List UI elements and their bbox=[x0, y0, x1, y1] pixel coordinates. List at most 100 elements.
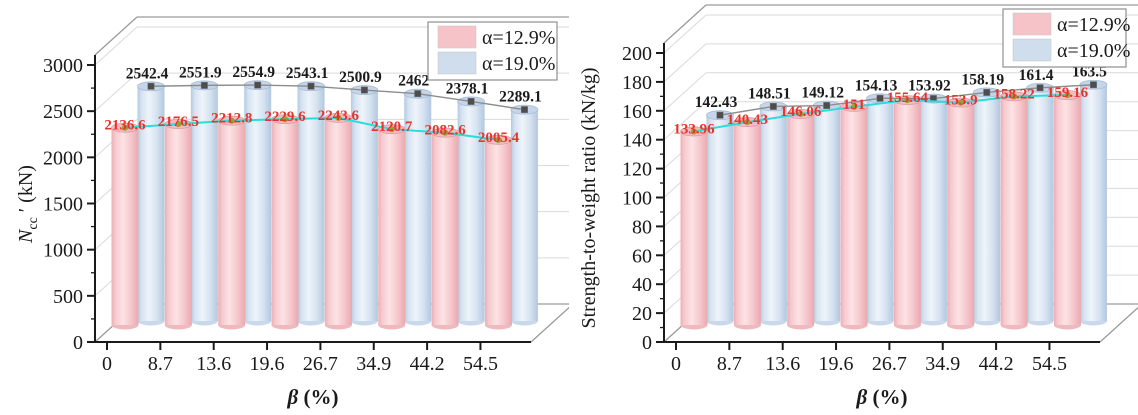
bar-s0-c5 bbox=[378, 129, 406, 325]
legend-label-0: α=12.9% bbox=[482, 27, 555, 49]
x-tick-label: 34.9 bbox=[356, 353, 391, 375]
legend-label-0: α=12.9% bbox=[1057, 14, 1130, 36]
x-tick-label: 54.5 bbox=[1032, 353, 1067, 375]
square-marker bbox=[254, 81, 262, 89]
legend-swatch-0 bbox=[437, 25, 477, 49]
value-label-series-1: 142.43 bbox=[695, 94, 738, 111]
value-labels: 2136.6 2176.5 2212.8 2229.6 2243.6 2120.7 2082… bbox=[104, 64, 541, 146]
y-tick-label: 80 bbox=[632, 216, 652, 238]
y-tick-label: 180 bbox=[622, 72, 652, 94]
square-marker bbox=[307, 82, 315, 90]
y-tick-label: 120 bbox=[622, 159, 652, 181]
square-marker bbox=[521, 106, 528, 114]
y-tick-label: 100 bbox=[622, 188, 652, 210]
x-tick-label: 13.6 bbox=[196, 353, 231, 375]
bar-s0-c4 bbox=[324, 117, 352, 325]
x-tick-label: 26.7 bbox=[303, 353, 338, 375]
value-label-series-1: 153.92 bbox=[908, 78, 951, 95]
circle-marker bbox=[690, 128, 698, 135]
value-label-series-1: 2462 bbox=[398, 73, 429, 90]
circle-marker bbox=[1011, 93, 1018, 100]
value-label-series-1: 154.13 bbox=[855, 77, 898, 94]
value-label-series-0: 159.16 bbox=[1047, 85, 1089, 101]
bar-s0-c1 bbox=[164, 124, 192, 325]
bar-s1-c1 bbox=[759, 106, 787, 322]
y-tick-label: 1500 bbox=[43, 194, 83, 216]
value-label-series-1: 2542.4 bbox=[126, 65, 169, 82]
series-0-line bbox=[124, 116, 499, 141]
value-label-series-0: 2136.6 bbox=[104, 118, 146, 134]
value-label-series-0: 155.64 bbox=[887, 90, 929, 106]
legend-swatch-0 bbox=[1012, 12, 1052, 36]
square-marker bbox=[823, 102, 831, 109]
bar-s0-c3 bbox=[840, 106, 868, 326]
circle-marker bbox=[904, 97, 911, 104]
bar-s0-c7 bbox=[1053, 95, 1081, 326]
bar-s0-c6 bbox=[431, 132, 459, 325]
square-marker bbox=[414, 90, 422, 98]
y-tick-label: 3000 bbox=[43, 55, 83, 77]
y-axis-title: Strength-to-weight ratio (kN/kg) bbox=[578, 67, 600, 328]
bar-s0-c3 bbox=[271, 119, 299, 325]
overlay-lines bbox=[121, 81, 528, 143]
bar-s0-c5 bbox=[947, 102, 975, 325]
x-tick-label: 19.6 bbox=[250, 353, 285, 375]
series-0-bars bbox=[680, 90, 1082, 330]
circle-marker bbox=[957, 99, 964, 106]
y-tick-label: 140 bbox=[622, 130, 652, 152]
y-tick-label: 2500 bbox=[43, 101, 83, 123]
x-tick-label: 0 bbox=[671, 353, 681, 375]
value-label-series-0: 2243.6 bbox=[318, 108, 360, 124]
bar-s0-c2 bbox=[218, 120, 246, 325]
bar-s1-c4 bbox=[350, 90, 378, 322]
x-tick-label: 44.2 bbox=[979, 353, 1014, 375]
value-label-series-1: 2289.1 bbox=[499, 89, 542, 106]
square-marker bbox=[983, 88, 991, 96]
value-label-series-1: 2543.1 bbox=[286, 65, 329, 82]
y-tick-label: 160 bbox=[622, 101, 652, 123]
value-label-series-0: 2176.5 bbox=[158, 114, 199, 130]
bar-s0-c0 bbox=[111, 127, 139, 325]
square-marker bbox=[716, 111, 724, 119]
bar-s0-c1 bbox=[733, 122, 761, 326]
legend: α=12.9% α=19.0% bbox=[1002, 8, 1130, 68]
square-marker bbox=[1036, 84, 1044, 92]
bar-s1-c3 bbox=[866, 98, 894, 321]
square-marker bbox=[1090, 81, 1097, 89]
y-tick-label: 500 bbox=[53, 286, 83, 308]
y-tick-label: 2000 bbox=[43, 147, 83, 169]
left-chart-svg: 0 500 1000 1500 2000 2500 3000 0 8.7 13.6 19.6 26.7… bbox=[15, 16, 574, 409]
bar-s0-c6 bbox=[1000, 96, 1028, 325]
bar-s1-c7 bbox=[510, 109, 538, 321]
y-tick-label: 40 bbox=[632, 274, 652, 296]
bar-s0-c4 bbox=[893, 100, 921, 326]
value-label-series-1: 161.4 bbox=[1019, 67, 1054, 84]
y-tick-label: 200 bbox=[622, 43, 652, 65]
bar-s1-c2 bbox=[813, 105, 841, 321]
circle-marker bbox=[228, 117, 235, 124]
value-label-series-0: 2212.8 bbox=[211, 111, 252, 127]
legend-swatch-1 bbox=[437, 51, 477, 75]
value-label-series-1: 2378.1 bbox=[446, 80, 489, 97]
square-marker bbox=[876, 94, 884, 102]
value-label-series-1: 2551.9 bbox=[179, 64, 222, 81]
x-tick-label: 44.2 bbox=[410, 353, 445, 375]
square-marker bbox=[769, 102, 777, 110]
axes bbox=[87, 55, 531, 350]
bar-s1-c4 bbox=[919, 98, 947, 321]
circle-marker bbox=[388, 126, 395, 133]
value-label-series-1: 163.5 bbox=[1072, 64, 1107, 81]
legend-swatch-1 bbox=[1012, 38, 1052, 62]
y-tick-label: 60 bbox=[632, 245, 652, 267]
left-chart-ncc: 0 500 1000 1500 2000 2500 3000 0 8.7 13.6 19.6 26.7… bbox=[15, 16, 574, 409]
square-marker bbox=[147, 82, 155, 90]
value-label-series-1: 158.19 bbox=[961, 71, 1004, 88]
series-1-bars bbox=[706, 79, 1108, 326]
bar-s1-c1 bbox=[190, 85, 218, 321]
x-tick-label: 0 bbox=[102, 353, 112, 375]
value-label-series-1: 2500.9 bbox=[339, 69, 382, 86]
bar-s1-c0 bbox=[706, 115, 734, 321]
circle-marker bbox=[175, 120, 182, 128]
